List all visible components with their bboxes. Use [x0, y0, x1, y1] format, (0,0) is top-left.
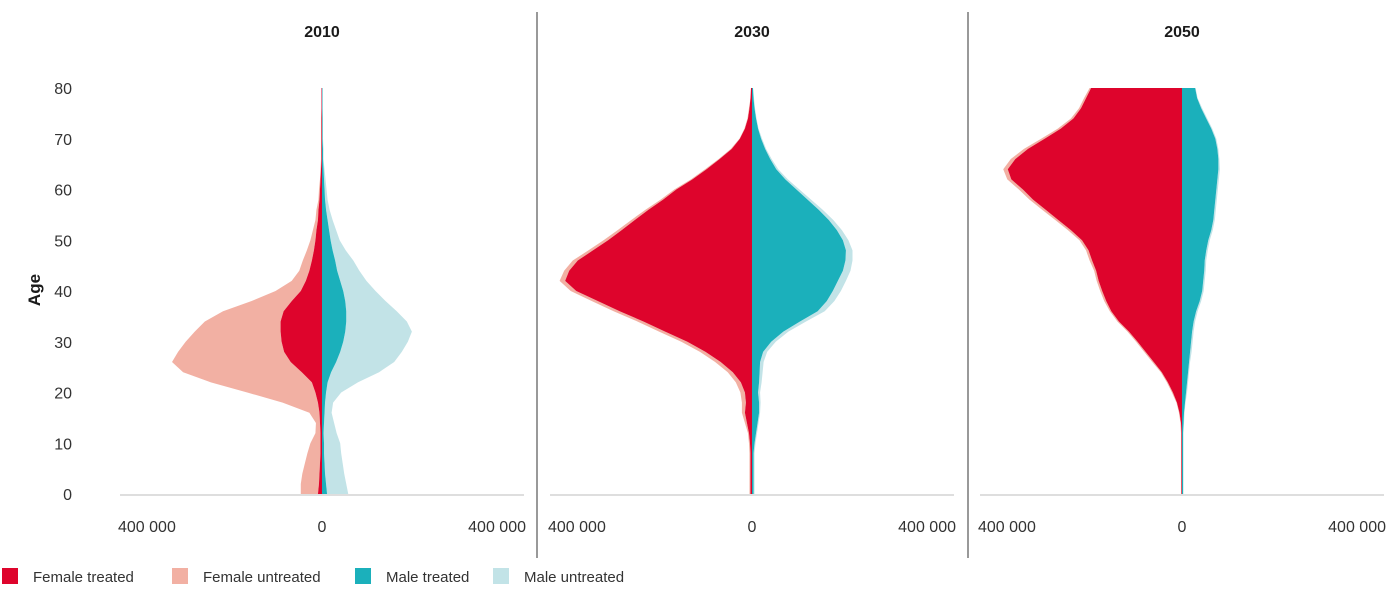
x-tick-label: 0	[1178, 519, 1187, 536]
legend-swatch	[493, 568, 509, 584]
y-tick-label: 30	[54, 335, 72, 352]
legend-label: Male untreated	[524, 569, 624, 586]
legend-item-female-untreated: Female untreated	[172, 568, 321, 586]
legend-swatch	[2, 568, 18, 584]
x-tick-label: 400 000	[548, 519, 606, 536]
legend-label: Female treated	[33, 569, 134, 586]
legend-label: Female untreated	[203, 569, 321, 586]
panel-title: 2030	[734, 24, 770, 41]
panel-2030: 2030 400 000 0 400 000	[548, 24, 956, 536]
x-tick-label: 0	[748, 519, 757, 536]
area-male-untreated-2010	[322, 88, 412, 494]
x-tick-label: 400 000	[1328, 519, 1386, 536]
y-tick-label: 70	[54, 132, 72, 149]
x-tick-label: 400 000	[468, 519, 526, 536]
y-tick-label: 80	[54, 81, 72, 98]
area-female-treated-2030	[565, 88, 752, 494]
y-tick-label: 10	[54, 436, 72, 453]
x-tick-label: 400 000	[898, 519, 956, 536]
area-male-treated-2050	[1182, 88, 1219, 494]
legend-item-male-untreated: Male untreated	[493, 568, 624, 586]
area-male-treated-2030	[752, 88, 846, 494]
y-tick-label: 0	[63, 487, 72, 504]
panel-title: 2050	[1164, 24, 1200, 41]
y-tick-label: 60	[54, 183, 72, 200]
area-female-untreated-2010	[172, 88, 322, 494]
legend-swatch	[355, 568, 371, 584]
area-male-treated-2010	[322, 88, 347, 494]
panel-2050: 2050 400 000 0 400 000	[978, 24, 1386, 536]
y-tick-label: 50	[54, 233, 72, 250]
legend-item-female-treated: Female treated	[2, 568, 134, 586]
y-axis-title: Age	[25, 274, 44, 306]
x-tick-label: 400 000	[978, 519, 1036, 536]
y-tick-label: 20	[54, 386, 72, 403]
legend-swatch	[172, 568, 188, 584]
legend-item-male-treated: Male treated	[355, 568, 469, 586]
panel-2010: 2010 400 000 0 400 000	[118, 24, 526, 536]
area-female-treated-2010	[280, 88, 322, 494]
area-female-treated-2050	[1007, 88, 1182, 494]
x-tick-label: 400 000	[118, 519, 176, 536]
y-tick-label: 40	[54, 284, 72, 301]
legend-label: Male treated	[386, 569, 469, 586]
x-tick-label: 0	[318, 519, 327, 536]
panel-title: 2010	[304, 24, 340, 41]
